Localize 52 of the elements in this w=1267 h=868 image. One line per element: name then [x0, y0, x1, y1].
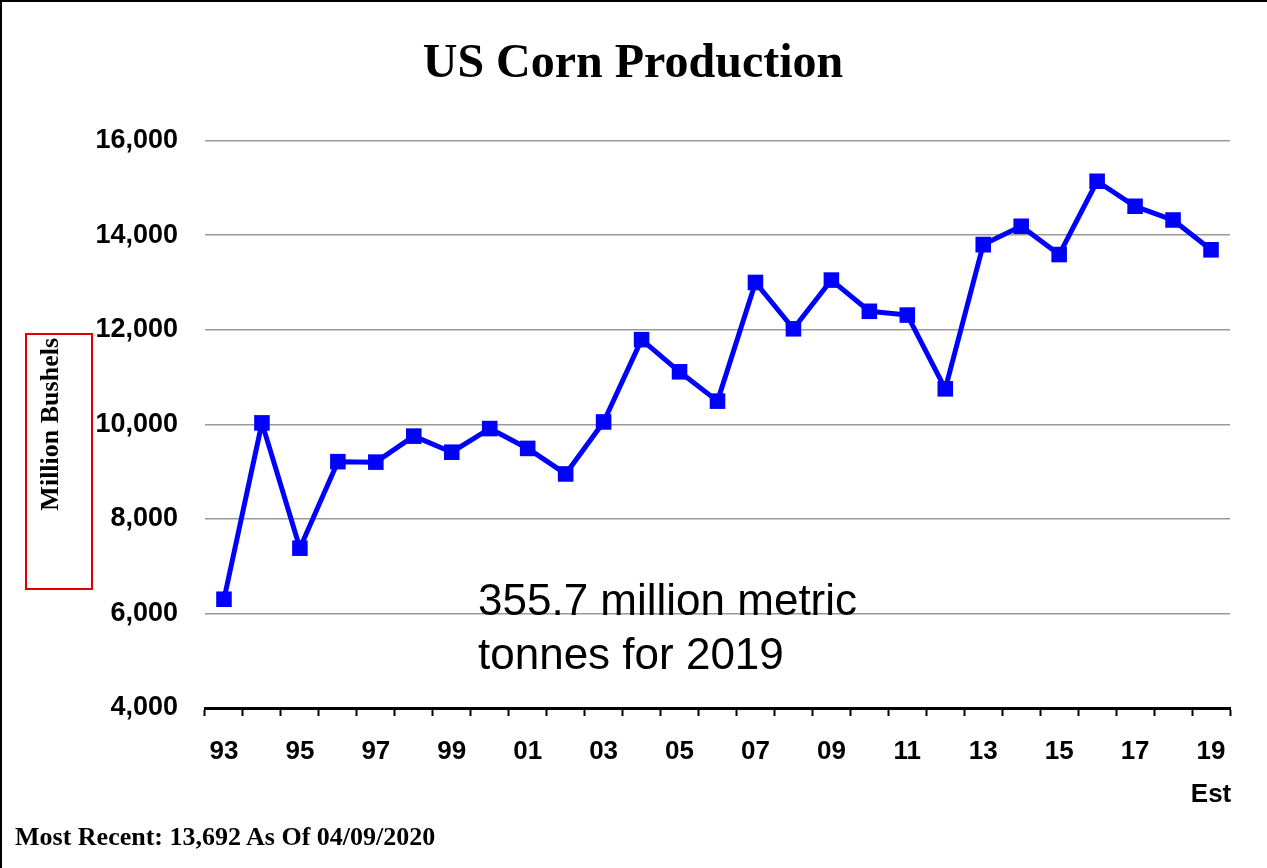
point — [406, 428, 422, 444]
text: Most Recent: 13,692 As Of 04/09/2020 — [15, 821, 436, 852]
point — [671, 364, 688, 380]
x-tick-label: 19 Est — [1190, 734, 1232, 808]
y-tick-label: 12,000 — [95, 313, 178, 344]
x-tick-label: 03 — [589, 734, 619, 765]
point — [443, 444, 460, 460]
point — [595, 414, 612, 430]
point — [216, 591, 232, 608]
x-tick-label: 97 — [361, 734, 391, 765]
point — [1051, 246, 1067, 263]
y-tick-label: 14,000 — [95, 218, 178, 249]
chart-title: US Corn Production — [422, 34, 844, 88]
point — [633, 331, 650, 348]
y-tick-label: 6,000 — [110, 596, 178, 627]
point — [368, 454, 384, 470]
x-tick-label: 01 — [513, 734, 543, 765]
point — [709, 393, 726, 409]
x-tick-label: 93 — [209, 734, 239, 765]
point — [519, 440, 536, 457]
x-tick-label: 17 — [1120, 734, 1150, 765]
point — [937, 381, 954, 397]
point — [785, 321, 802, 337]
y-tick-label: 4,000 — [110, 691, 178, 722]
x-tick-label: 99 — [437, 734, 467, 765]
x-tick-label: 09 — [816, 734, 846, 765]
point — [481, 420, 498, 437]
x-tick-label: 11 — [893, 734, 922, 765]
y-axis-title: Million Bushels — [35, 337, 65, 511]
point — [747, 274, 764, 291]
y-tick-label: 8,000 — [110, 502, 178, 533]
x-tick-label: 13 — [968, 734, 998, 765]
point — [1089, 173, 1105, 190]
point — [254, 415, 270, 431]
point — [557, 466, 574, 482]
point — [975, 236, 992, 253]
x-tick-label: 95 — [285, 734, 315, 765]
point — [292, 540, 308, 556]
point — [1165, 212, 1181, 228]
point — [330, 453, 346, 470]
point — [861, 303, 878, 320]
annotation: 355.7 million metric tonnes for 2019 — [478, 574, 859, 680]
point — [823, 272, 840, 288]
x-tick-label: 07 — [741, 734, 770, 765]
point — [899, 307, 916, 323]
x-tick-label: 05 — [665, 734, 694, 765]
y-tick-label: 10,000 — [95, 407, 178, 438]
point — [1203, 242, 1219, 258]
y-tick-label: 16,000 — [95, 124, 178, 155]
point — [1127, 198, 1143, 215]
point — [1013, 218, 1029, 234]
x-tick-label: 15 — [1044, 734, 1074, 765]
